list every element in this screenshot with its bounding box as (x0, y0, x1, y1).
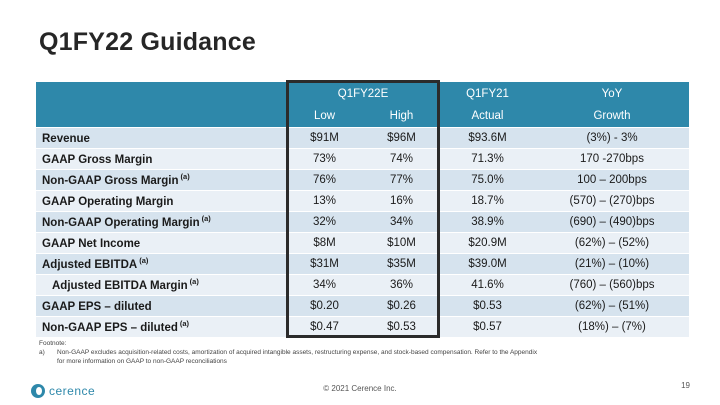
cell-growth: (18%) – (7%) (535, 315, 689, 337)
cell-high: $0.53 (363, 315, 440, 337)
table-row: Non-GAAP Operating Margin (a) 32% 34% 38.… (36, 210, 689, 232)
table-header-row-2: Low High Actual Growth (36, 106, 689, 127)
row-label: GAAP Gross Margin (36, 147, 286, 169)
header-q1fy22e: Q1FY22E (286, 82, 440, 106)
cell-low: 73% (286, 147, 363, 169)
table-row: Adjusted EBITDA (a) $31M $35M $39.0M (21%… (36, 252, 689, 274)
cell-growth: (3%) - 3% (535, 126, 689, 148)
table-header-row-1: Q1FY22E Q1FY21 YoY (36, 82, 689, 106)
cell-actual: $39.0M (440, 252, 535, 274)
cell-high: 36% (363, 273, 440, 295)
cell-actual: 75.0% (440, 168, 535, 190)
row-label: GAAP EPS – diluted (36, 294, 286, 316)
cell-actual: 18.7% (440, 189, 535, 211)
cell-actual: 38.9% (440, 210, 535, 232)
header-actual: Actual (440, 106, 535, 127)
footnote-marker: a) (39, 349, 45, 356)
cell-growth: (62%) – (52%) (535, 231, 689, 253)
cell-low: $91M (286, 126, 363, 148)
table-row: Non-GAAP Gross Margin (a) 76% 77% 75.0% 1… (36, 168, 689, 190)
cell-high: 16% (363, 189, 440, 211)
copyright: © 2021 Cerence Inc. (323, 384, 397, 393)
header-blank-cell (36, 82, 286, 106)
table-row: Non-GAAP EPS – diluted (a) $0.47 $0.53 $0… (36, 315, 689, 337)
footnote-heading: Footnote: (39, 340, 67, 347)
cerence-logo-icon (31, 384, 45, 398)
cell-low: $0.47 (286, 315, 363, 337)
cell-growth: (62%) – (51%) (535, 294, 689, 316)
cell-actual: $0.57 (440, 315, 535, 337)
table-row: Adjusted EBITDA Margin (a) 34% 36% 41.6% … (36, 273, 689, 295)
cell-actual: $93.6M (440, 126, 535, 148)
table-row: Revenue $91M $96M $93.6M (3%) - 3% (36, 126, 689, 148)
row-label: Non-GAAP Operating Margin (a) (36, 210, 286, 232)
cell-high: 77% (363, 168, 440, 190)
header-yoy: YoY (535, 82, 689, 106)
header-q1fy21: Q1FY21 (440, 82, 535, 106)
table-row: GAAP Gross Margin 73% 74% 71.3% 170 -270… (36, 147, 689, 169)
footnote-line-1: Non-GAAP excludes acquisition-related co… (57, 349, 538, 356)
page-title: Q1FY22 Guidance (39, 28, 256, 56)
logo-text: cerence (49, 384, 96, 398)
cell-high: $10M (363, 231, 440, 253)
cell-low: $0.20 (286, 294, 363, 316)
table-row: GAAP Net Income $8M $10M $20.9M (62%) – … (36, 231, 689, 253)
page-number: 19 (681, 381, 690, 390)
cell-growth: (760) – (560)bps (535, 273, 689, 295)
table-row: GAAP EPS – diluted $0.20 $0.26 $0.53 (62… (36, 294, 689, 316)
row-label: GAAP Net Income (36, 231, 286, 253)
header-growth: Growth (535, 106, 689, 127)
row-label: GAAP Operating Margin (36, 189, 286, 211)
cell-high: 34% (363, 210, 440, 232)
guidance-table: Q1FY22E Q1FY21 YoY Low High Actual Growt… (36, 82, 689, 337)
cell-actual: $0.53 (440, 294, 535, 316)
cell-growth: 170 -270bps (535, 147, 689, 169)
cerence-logo: cerence (31, 384, 95, 398)
row-label: Adjusted EBITDA Margin (a) (36, 273, 286, 295)
header-blank-cell (36, 106, 286, 127)
row-label: Adjusted EBITDA (a) (36, 252, 286, 274)
row-label: Non-GAAP Gross Margin (a) (36, 168, 286, 190)
cell-actual: 41.6% (440, 273, 535, 295)
cell-growth: (690) – (490)bps (535, 210, 689, 232)
header-high: High (363, 106, 440, 127)
cell-low: 32% (286, 210, 363, 232)
header-low: Low (286, 106, 363, 127)
row-label: Non-GAAP EPS – diluted (a) (36, 315, 286, 337)
table-row: GAAP Operating Margin 13% 16% 18.7% (570… (36, 189, 689, 211)
cell-low: 34% (286, 273, 363, 295)
row-label: Revenue (36, 126, 286, 148)
footnote-item: a) Non-GAAP excludes acquisition-related… (39, 348, 537, 366)
cell-high: $96M (363, 126, 440, 148)
cell-high: 74% (363, 147, 440, 169)
cell-low: 13% (286, 189, 363, 211)
cell-high: $0.26 (363, 294, 440, 316)
cell-growth: 100 – 200bps (535, 168, 689, 190)
footnote-line-2: for more information on GAAP to non-GAAP… (57, 358, 227, 365)
cell-low: 76% (286, 168, 363, 190)
cell-low: $8M (286, 231, 363, 253)
cell-actual: $20.9M (440, 231, 535, 253)
cell-growth: (570) – (270)bps (535, 189, 689, 211)
cell-actual: 71.3% (440, 147, 535, 169)
cell-high: $35M (363, 252, 440, 274)
cell-low: $31M (286, 252, 363, 274)
footnote: Footnote: a) Non-GAAP excludes acquisiti… (39, 339, 537, 366)
cell-growth: (21%) – (10%) (535, 252, 689, 274)
